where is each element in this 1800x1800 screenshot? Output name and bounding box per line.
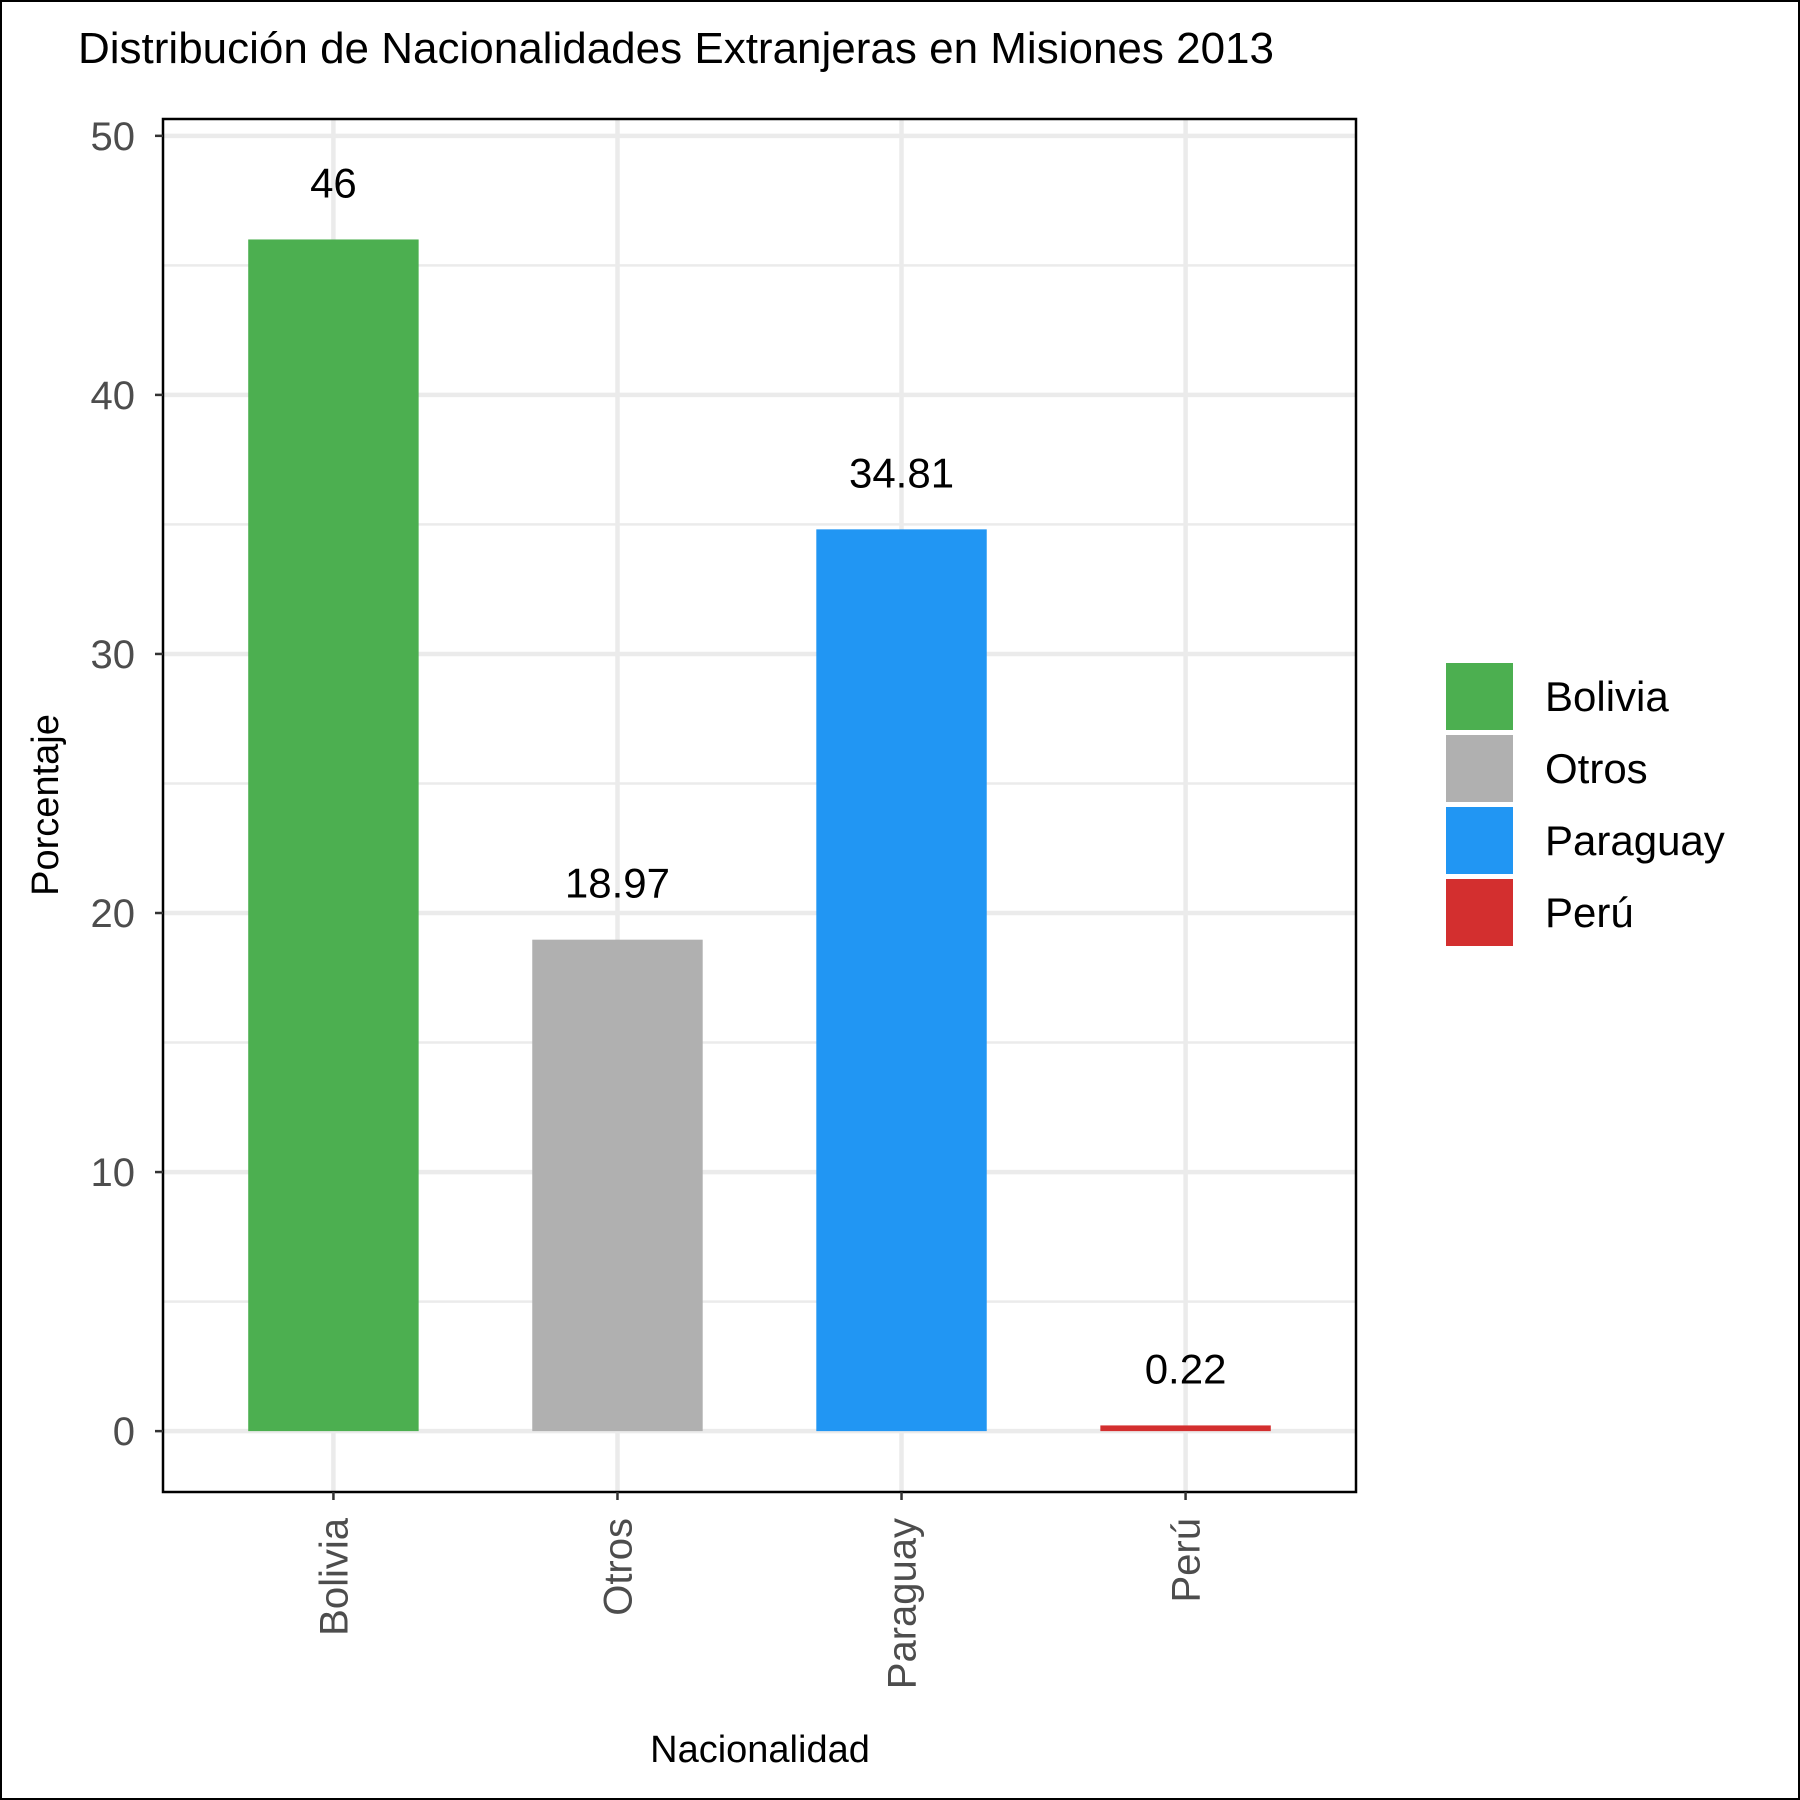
bar-otros [532, 939, 703, 1432]
x-tick-label: Bolivia [312, 1517, 356, 1636]
y-tick-label: 30 [91, 633, 136, 677]
x-tick-label: Otros [596, 1518, 640, 1616]
bar-value-label: 18.97 [565, 860, 670, 907]
bar-value-label: 34.81 [849, 449, 954, 496]
chart-title: Distribución de Nacionalidades Extranjer… [78, 24, 1274, 73]
y-axis-ticks: 0 10 20 30 40 50 [91, 115, 163, 1454]
bar-value-label: 0.22 [1145, 1345, 1227, 1392]
x-tick-label: Perú [1165, 1518, 1209, 1603]
bar-bolivia [248, 239, 419, 1432]
plot-panel-border [161, 117, 1358, 1494]
bar-value-labels: 46 18.97 34.81 0.22 [310, 159, 1226, 1392]
legend-label: Paraguay [1545, 817, 1725, 864]
y-tick-label: 40 [91, 374, 136, 418]
legend-label: Bolivia [1545, 673, 1669, 720]
x-axis-title: Nacionalidad [650, 1729, 870, 1771]
y-tick-label: 50 [91, 115, 136, 159]
legend-swatch [1446, 879, 1513, 946]
legend-swatch [1446, 663, 1513, 730]
x-axis-ticks: Bolivia Otros Paraguay Perú [312, 1492, 1209, 1689]
legend-label: Otros [1545, 745, 1648, 792]
legend-swatch [1446, 735, 1513, 802]
y-tick-label: 10 [91, 1151, 136, 1195]
bars [248, 239, 1271, 1432]
x-tick-label: Paraguay [881, 1518, 925, 1689]
bar-perú [1100, 1425, 1271, 1432]
legend: Bolivia Otros Paraguay Perú [1446, 663, 1725, 946]
legend-swatch [1446, 807, 1513, 874]
y-axis-title: Porcentaje [25, 714, 67, 896]
bar-value-label: 46 [310, 159, 357, 206]
y-tick-label: 20 [91, 892, 136, 936]
legend-label: Perú [1545, 889, 1634, 936]
y-tick-label: 0 [113, 1410, 135, 1454]
bar-paraguay [816, 529, 987, 1432]
